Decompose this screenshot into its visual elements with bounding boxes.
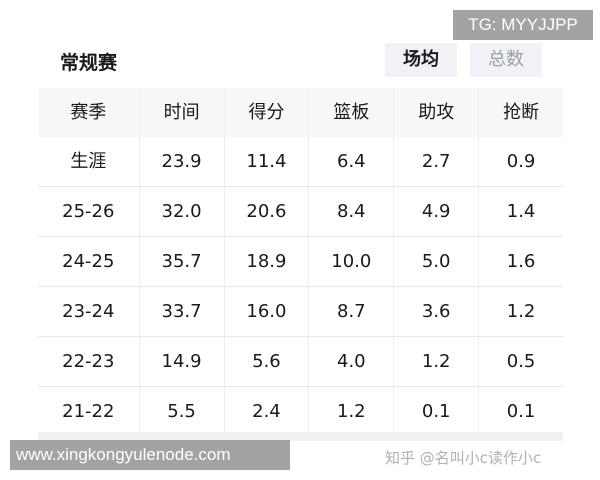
table-row: 23-24 33.7 16.0 8.7 3.6 1.2: [38, 287, 563, 337]
table-cell: 21-22: [38, 387, 140, 436]
table-cell: 11.4: [225, 137, 310, 186]
table-cell: 5.0: [394, 237, 480, 286]
table-cell: 2.4: [225, 387, 310, 436]
column-header: 赛季: [38, 88, 140, 137]
table-cell: 23.9: [140, 137, 225, 186]
table-cell: 1.2: [506, 301, 536, 322]
table-cell: 25-26: [38, 187, 140, 236]
watermark: 知乎 @名叫小c读作小c: [385, 449, 542, 467]
table-cell: 6.4: [309, 137, 395, 186]
table-header: 赛季 时间 得分 篮板 助攻 抢断: [38, 88, 563, 137]
table-cell: 23-24: [38, 287, 140, 336]
column-header: 篮板: [309, 88, 395, 137]
table-cell: 0.5: [506, 351, 536, 372]
table-row: 22-23 14.9 5.6 4.0 1.2 0.5: [38, 337, 563, 387]
table-cell: 1.6: [506, 251, 536, 272]
table-cell: 0.1: [394, 387, 480, 436]
table-cell: 16.0: [225, 287, 310, 336]
table-cell: 22-23: [38, 337, 140, 386]
table-cell: 1.2: [394, 337, 480, 386]
stats-table: 赛季 时间 得分 篮板 助攻 抢断 生涯 23.9 11.4 6.4 2.7 0.9 25-26 32.…: [38, 88, 563, 437]
table-cell: 2.7: [394, 137, 480, 186]
table-cell: 3.6: [394, 287, 480, 336]
section-title: 常规赛: [60, 52, 118, 74]
table-row: 21-22 5.5 2.4 1.2 0.1 0.1: [38, 387, 563, 437]
table-cell: 4.9: [394, 187, 480, 236]
column-header: 得分: [225, 88, 310, 137]
table-row: 生涯 23.9 11.4 6.4 2.7 0.9: [38, 137, 563, 187]
table-cell: 32.0: [140, 187, 225, 236]
table-cell: 0.9: [506, 151, 536, 172]
table-cell: 1.4: [506, 201, 536, 222]
table-cell: 0.1: [506, 401, 536, 422]
column-header: 助攻: [394, 88, 480, 137]
per-game-toggle[interactable]: 场均: [385, 43, 457, 77]
table-row: 25-26 32.0 20.6 8.4 4.9 1.4: [38, 187, 563, 237]
table-cell: 5.5: [140, 387, 225, 436]
table-cell: 8.7: [309, 287, 395, 336]
column-header: 时间: [140, 88, 225, 137]
table-cell: 18.9: [225, 237, 310, 286]
total-toggle[interactable]: 总数: [470, 43, 542, 77]
table-cell: 8.4: [309, 187, 395, 236]
table-cell: 4.0: [309, 337, 395, 386]
table-cell: 14.9: [140, 337, 225, 386]
table-footer-band: [38, 432, 563, 441]
table-cell: 24-25: [38, 237, 140, 286]
table-cell: 35.7: [140, 237, 225, 286]
table-cell: 33.7: [140, 287, 225, 336]
table-cell: 1.2: [309, 387, 395, 436]
table-cell: 5.6: [225, 337, 310, 386]
overlay-tag: TG: MYYJJPP: [453, 10, 593, 40]
table-cell: 10.0: [309, 237, 395, 286]
site-banner: www.xingkongyulenode.com: [10, 440, 290, 470]
table-cell: 20.6: [225, 187, 310, 236]
table-row: 24-25 35.7 18.9 10.0 5.0 1.6: [38, 237, 563, 287]
table-cell: 生涯: [38, 137, 140, 186]
column-header: 抢断: [503, 102, 540, 123]
